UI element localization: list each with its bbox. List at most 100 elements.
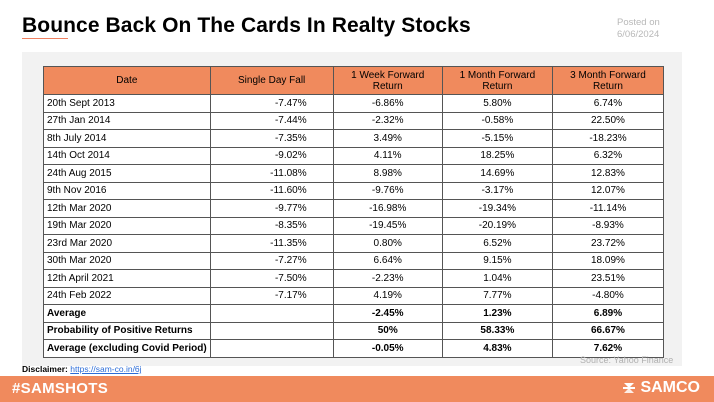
table-cell: -3.17% [441,181,553,200]
column-header: Date [43,66,211,95]
table-cell: -16.98% [332,199,443,218]
samco-logo-icon [623,383,636,393]
table-cell: -8.93% [551,216,665,235]
table-cell: Average (excluding Covid Period) [43,339,211,358]
table-cell: 1.04% [441,269,553,288]
table-cell: Probability of Positive Returns [43,321,211,340]
table-cell: -5.15% [441,129,553,148]
table-cell: 12.83% [551,164,665,183]
table-cell: 4.83% [441,339,553,358]
table-cell: 8th July 2014 [43,129,211,148]
table-cell: -11.14% [551,199,665,218]
table-cell: 18.25% [441,146,553,165]
table-cell: -6.86% [332,94,443,113]
summary-row: Average (excluding Covid Period) -0.05% 4.… [43,339,665,358]
table-cell: -19.45% [332,216,443,235]
table-cell: 4.11% [332,146,443,165]
table-cell: 6.64% [332,251,443,270]
table-cell: -2.23% [332,269,443,288]
table-cell: -9.02% [209,146,334,165]
table-cell: -7.17% [209,286,334,305]
table-row: 30th Mar 2020 -7.27% 6.64% 9.15% 18.09% [43,251,665,270]
table-row: 9th Nov 2016 -11.60% -9.76% -3.17% 12.07% [43,181,665,200]
table-cell: 23.51% [551,269,665,288]
table-cell: -0.05% [332,339,443,358]
table-cell: 3.49% [332,129,443,148]
table-cell: -7.44% [209,111,334,130]
column-header: 1 Month Forward Return [441,66,553,95]
footer-bar: #SAMSHOTS SAMCO [0,376,714,402]
brand-logo: SAMCO [621,379,700,397]
table-cell: 4.19% [332,286,443,305]
table-cell: -11.08% [209,164,334,183]
table-cell: -9.76% [332,181,443,200]
table-cell: 14.69% [441,164,553,183]
footer-hashtag: #SAMSHOTS [12,380,109,397]
table-cell: 30th Mar 2020 [43,251,211,270]
table-cell: 12th April 2021 [43,269,211,288]
table-cell: 66.67% [551,321,665,340]
table-cell: 12th Mar 2020 [43,199,211,218]
table-cell: 7.62% [551,339,665,358]
table-cell: 9th Nov 2016 [43,181,211,200]
summary-row: Average -2.45% 1.23% 6.89% [43,304,665,323]
posted-label: Posted on [617,17,660,28]
table-row: 23rd Mar 2020 -11.35% 0.80% 6.52% 23.72% [43,234,665,253]
table-cell: -7.47% [209,94,334,113]
table-cell: -20.19% [441,216,553,235]
table-cell: 22.50% [551,111,665,130]
table-row: 14th Oct 2014 -9.02% 4.11% 18.25% 6.32% [43,146,665,165]
table-cell [209,304,334,323]
table-cell: -7.27% [209,251,334,270]
table-cell: 5.80% [441,94,553,113]
table-row: 27th Jan 2014 -7.44% -2.32% -0.58% 22.50% [43,111,665,130]
table-row: 24th Feb 2022 -7.17% 4.19% 7.77% -4.80% [43,286,665,305]
table-row: 8th July 2014 -7.35% 3.49% -5.15% -18.23% [43,129,665,148]
table-cell: 27th Jan 2014 [43,111,211,130]
column-header: Single Day Fall [209,66,334,95]
disclaimer-label: Disclaimer: [22,364,68,374]
column-header: 1 Week Forward Return [332,66,443,95]
table-cell: 58.33% [441,321,553,340]
table-row: 20th Sept 2013 -7.47% -6.86% 5.80% 6.74% [43,94,665,113]
table-cell: -19.34% [441,199,553,218]
table-cell: 0.80% [332,234,443,253]
table-cell: 1.23% [441,304,553,323]
table-cell: 7.77% [441,286,553,305]
summary-row: Probability of Positive Returns 50% 58.33%… [43,321,665,340]
returns-table: Date Single Day Fall 1 Week Forward Return… [43,66,665,358]
table-cell: 19th Mar 2020 [43,216,211,235]
table-cell: -8.35% [209,216,334,235]
table-cell: 23rd Mar 2020 [43,234,211,253]
table-cell: -2.45% [332,304,443,323]
table-cell [209,321,334,340]
table-cell [209,339,334,358]
posted-value: 6/06/2024 [617,29,660,40]
table-cell: -0.58% [441,111,553,130]
table-cell: 50% [332,321,443,340]
disclaimer-link[interactable]: https://sam-co.in/6j [70,364,142,374]
table-cell: -11.60% [209,181,334,200]
table-cell: -7.35% [209,129,334,148]
table-row: 19th Mar 2020 -8.35% -19.45% -20.19% -8.93% [43,216,665,235]
table-cell: -4.80% [551,286,665,305]
table-row: 12th Mar 2020 -9.77% -16.98% -19.34% -11.14% [43,199,665,218]
table-cell: 6.89% [551,304,665,323]
table-row: 24th Aug 2015 -11.08% 8.98% 14.69% 12.83% [43,164,665,183]
table-cell: Average [43,304,211,323]
source-note: Source: Yahoo Finance [580,355,674,365]
table-body: 20th Sept 2013 -7.47% -6.86% 5.80% 6.74% 27th… [43,94,665,358]
table-cell: 9.15% [441,251,553,270]
posted-date: Posted on 6/06/2024 [617,17,660,41]
column-header: 3 Month Forward Return [551,66,665,95]
table-cell: 6.32% [551,146,665,165]
table-cell: 24th Feb 2022 [43,286,211,305]
table-cell: 18.09% [551,251,665,270]
table-cell: 20th Sept 2013 [43,94,211,113]
table-cell: -11.35% [209,234,334,253]
table-cell: -7.50% [209,269,334,288]
table-cell: 8.98% [332,164,443,183]
table-cell: 12.07% [551,181,665,200]
table-cell: 14th Oct 2014 [43,146,211,165]
table-cell: 6.52% [441,234,553,253]
